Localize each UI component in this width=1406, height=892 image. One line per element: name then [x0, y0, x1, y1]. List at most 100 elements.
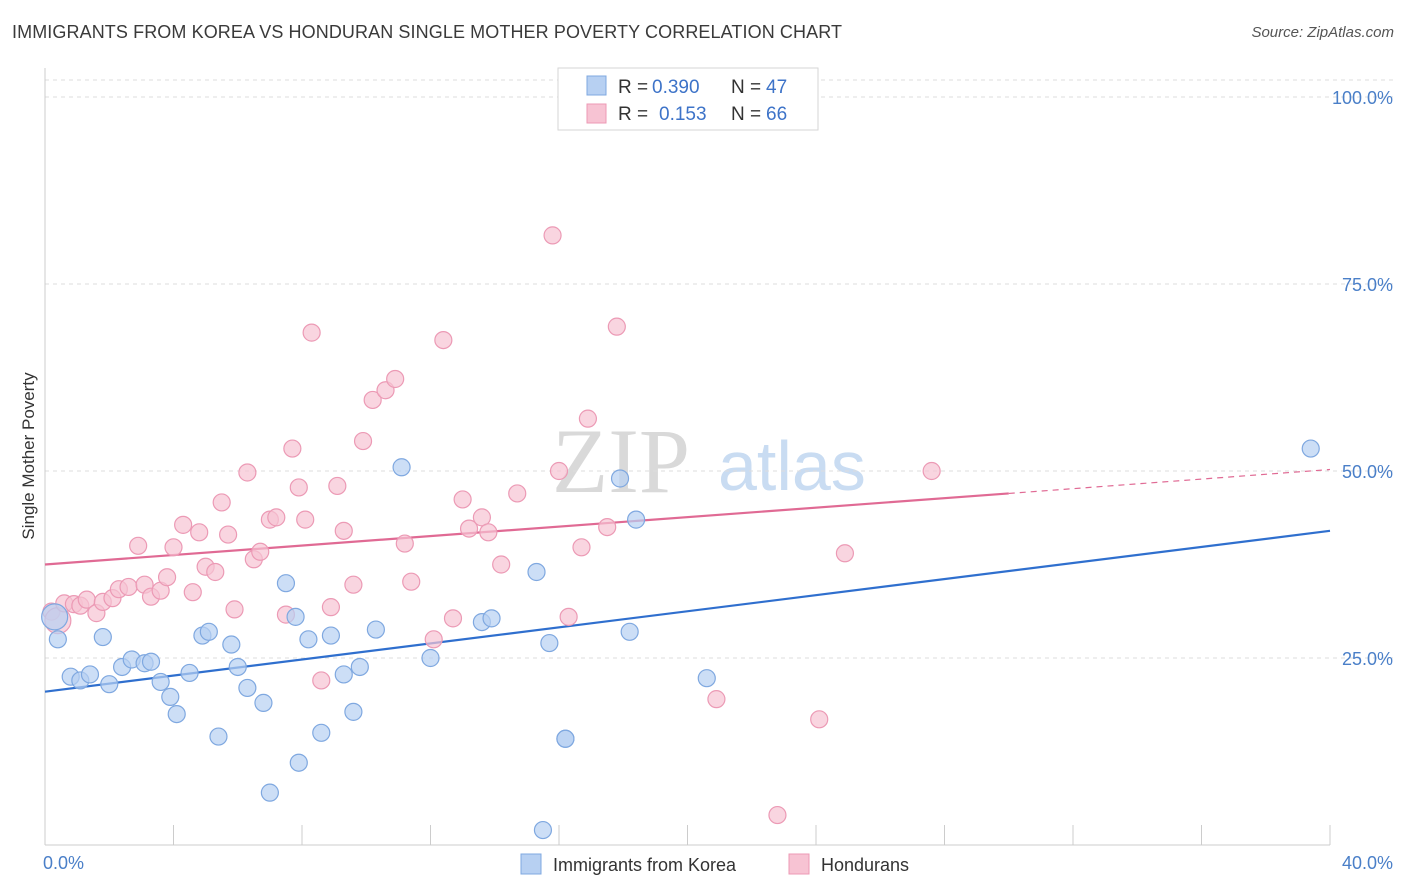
point-korea [556, 729, 575, 748]
legend-n-label-korea: N = [731, 77, 761, 98]
point-honduran [251, 542, 270, 561]
point-korea [141, 652, 161, 671]
point-honduran [434, 331, 453, 350]
point-korea [392, 458, 411, 477]
y-tick-label: 50.0% [1342, 462, 1393, 482]
point-korea [1301, 439, 1320, 458]
point-korea [238, 678, 257, 698]
point-korea [254, 693, 273, 712]
point-korea [100, 675, 119, 694]
legend-swatch-honduran [586, 103, 607, 124]
point-korea [209, 727, 228, 746]
point-korea [334, 665, 353, 684]
point-korea [299, 630, 318, 649]
point-honduran [453, 490, 472, 509]
point-honduran [190, 523, 209, 542]
chart-title: IMMIGRANTS FROM KOREA VS HONDURAN SINGLE… [12, 22, 843, 42]
point-korea [276, 574, 296, 593]
legend-r-value-korea: 0.390 [652, 77, 700, 98]
y-tick-label: 25.0% [1342, 649, 1393, 669]
point-honduran [508, 484, 527, 503]
point-honduran [344, 575, 363, 594]
point-honduran [835, 544, 855, 563]
point-korea [48, 630, 67, 649]
point-korea [527, 562, 546, 582]
point-korea [482, 609, 501, 628]
point-honduran [443, 609, 463, 628]
point-honduran [157, 568, 177, 587]
point-honduran [559, 607, 578, 626]
point-honduran [267, 508, 286, 527]
legend-n-value-honduran: 66 [766, 104, 787, 125]
trend-lines [44, 468, 1331, 693]
point-korea [151, 672, 170, 692]
point-korea [421, 648, 440, 668]
axes: 25.0% 50.0% 75.0% 100.0% 0.0% 40.0% [43, 68, 1393, 873]
legend-swatch-hondurans [788, 853, 810, 875]
legend-r-label-korea: R = [618, 77, 648, 98]
point-honduran [328, 476, 347, 496]
point-honduran [543, 226, 562, 245]
gridlines [45, 79, 1394, 659]
point-honduran [225, 600, 244, 619]
point-honduran [810, 710, 829, 729]
watermark-atlas: atlas [718, 427, 866, 505]
point-korea [540, 633, 559, 653]
legend-n-label-honduran: N = [731, 104, 761, 125]
point-honduran [174, 515, 193, 534]
point-korea [344, 702, 363, 721]
y-tick-label: 75.0% [1342, 275, 1393, 295]
trend-line-honduran [44, 492, 1009, 566]
point-korea [80, 665, 100, 684]
legend-r-value-honduran: 0.153 [659, 104, 707, 125]
point-korea [260, 783, 279, 802]
point-honduran [479, 523, 498, 542]
point-honduran [363, 390, 382, 410]
point-korea [626, 510, 646, 529]
point-korea [610, 469, 630, 488]
point-korea [533, 820, 553, 840]
point-korea [312, 723, 331, 742]
point-honduran [578, 409, 598, 428]
point-honduran [206, 562, 225, 582]
point-honduran [459, 519, 479, 538]
point-honduran [164, 538, 183, 557]
point-honduran [219, 525, 238, 544]
point-honduran [353, 431, 373, 451]
point-honduran [492, 555, 511, 574]
point-honduran [312, 671, 331, 690]
point-honduran [707, 690, 726, 709]
point-honduran [238, 463, 257, 482]
point-honduran [283, 439, 302, 458]
trend-line-korea [44, 529, 1331, 693]
series-legend: Immigrants from Korea Hondurans [520, 853, 909, 875]
watermark: ZIP atlas [552, 410, 866, 512]
point-honduran [119, 577, 138, 597]
y-tick-label: 100.0% [1332, 88, 1393, 108]
y-axis-title: Single Mother Poverty [19, 372, 38, 540]
point-honduran [129, 536, 148, 555]
correlation-legend: R = 0.390 N = 47 R = 0.153 N = 66 [557, 67, 819, 131]
point-honduran [386, 369, 405, 389]
point-korea [167, 704, 186, 724]
point-honduran [334, 521, 353, 540]
point-korea [180, 663, 199, 683]
point-honduran [572, 538, 591, 557]
legend-label-immigrants-from-korea: Immigrants from Korea [553, 855, 737, 875]
legend-r-label-honduran: R = [618, 104, 648, 125]
point-honduran [402, 572, 421, 591]
point-korea [697, 669, 716, 688]
x-tick-label-min: 0.0% [43, 853, 84, 873]
point-honduran [183, 583, 202, 602]
point-korea [41, 603, 69, 631]
point-korea [620, 622, 639, 641]
watermark-zip: ZIP [552, 410, 690, 512]
point-honduran [296, 510, 315, 529]
point-korea [222, 635, 241, 654]
point-honduran [549, 461, 569, 481]
legend-label-hondurans: Hondurans [821, 855, 909, 875]
point-honduran [598, 517, 617, 537]
point-honduran [424, 630, 443, 649]
point-korea [289, 753, 308, 772]
point-korea [350, 657, 369, 677]
